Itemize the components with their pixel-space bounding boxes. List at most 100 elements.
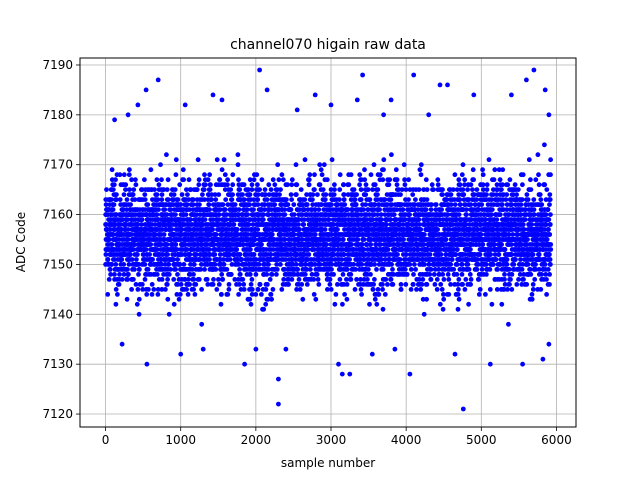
data-point	[129, 287, 135, 292]
data-point	[177, 182, 183, 188]
data-point	[187, 282, 193, 287]
data-point	[186, 277, 191, 282]
data-point	[476, 292, 482, 297]
data-point	[365, 277, 370, 282]
data-point	[207, 187, 213, 193]
data-point	[359, 262, 365, 267]
data-point	[169, 227, 175, 232]
data-point	[159, 177, 164, 183]
data-point	[289, 277, 295, 282]
data-point	[400, 207, 406, 213]
data-point	[421, 311, 427, 317]
data-point	[221, 262, 227, 267]
data-point	[190, 202, 196, 208]
data-point	[441, 277, 447, 282]
data-point	[297, 287, 303, 292]
data-point	[279, 172, 285, 178]
data-point	[131, 277, 136, 282]
data-point	[357, 182, 362, 188]
data-point	[108, 227, 113, 232]
data-point	[352, 287, 358, 292]
data-point	[267, 277, 273, 282]
data-point	[337, 187, 343, 193]
data-point	[190, 197, 196, 203]
data-point	[460, 282, 465, 287]
data-point	[255, 287, 261, 292]
data-point	[119, 257, 125, 262]
data-point	[125, 237, 131, 242]
data-point	[333, 292, 339, 297]
data-point	[199, 287, 205, 292]
data-point	[432, 282, 438, 287]
data-point	[342, 202, 348, 208]
data-point	[212, 192, 218, 198]
data-point	[154, 272, 160, 277]
data-point	[456, 287, 461, 292]
data-point	[372, 277, 377, 282]
data-point	[337, 277, 343, 282]
data-point	[134, 301, 140, 307]
data-point	[470, 167, 476, 173]
data-point	[124, 197, 130, 203]
data-point	[270, 177, 276, 183]
data-point	[297, 227, 302, 232]
data-point	[377, 207, 382, 213]
data-point	[247, 272, 253, 277]
data-point	[329, 157, 335, 163]
data-point	[249, 187, 255, 193]
data-point	[237, 272, 243, 277]
data-point	[312, 172, 317, 178]
data-point	[210, 282, 216, 287]
data-point	[180, 167, 186, 173]
data-point	[291, 202, 297, 208]
data-point	[225, 177, 231, 183]
data-point	[174, 247, 180, 252]
data-point	[109, 262, 115, 267]
data-point	[355, 237, 361, 242]
data-point	[145, 267, 151, 272]
data-point	[227, 257, 233, 262]
data-point	[121, 192, 127, 198]
data-point	[474, 197, 480, 203]
data-point	[156, 207, 161, 213]
data-point	[219, 292, 224, 297]
data-point	[184, 202, 190, 208]
data-point	[423, 177, 429, 183]
data-point	[173, 242, 179, 247]
data-point	[175, 272, 180, 277]
data-point	[459, 262, 465, 267]
data-point	[455, 306, 461, 312]
data-point	[165, 252, 171, 257]
data-point	[221, 157, 227, 163]
data-point	[159, 197, 165, 203]
data-point	[109, 167, 115, 173]
data-point	[175, 257, 181, 262]
data-point	[468, 247, 473, 252]
data-point	[359, 292, 364, 297]
data-point	[280, 177, 286, 183]
data-point	[249, 182, 255, 188]
data-point	[305, 247, 311, 252]
data-point	[406, 197, 411, 203]
data-point	[428, 277, 434, 282]
data-point	[326, 217, 332, 223]
data-point	[288, 207, 294, 213]
data-point	[209, 192, 215, 198]
data-point	[312, 232, 318, 237]
data-point	[255, 197, 261, 203]
data-point	[445, 212, 451, 218]
data-point	[397, 257, 403, 262]
data-point	[155, 197, 161, 203]
data-point	[465, 262, 471, 267]
data-point	[282, 212, 288, 218]
data-point	[401, 237, 406, 242]
data-point	[277, 192, 282, 198]
data-point	[260, 217, 266, 223]
data-point	[420, 277, 426, 282]
data-point	[199, 262, 204, 267]
data-point	[315, 192, 320, 198]
data-point	[435, 177, 441, 183]
data-point	[125, 227, 131, 232]
data-point	[173, 267, 179, 272]
data-point	[254, 172, 260, 178]
